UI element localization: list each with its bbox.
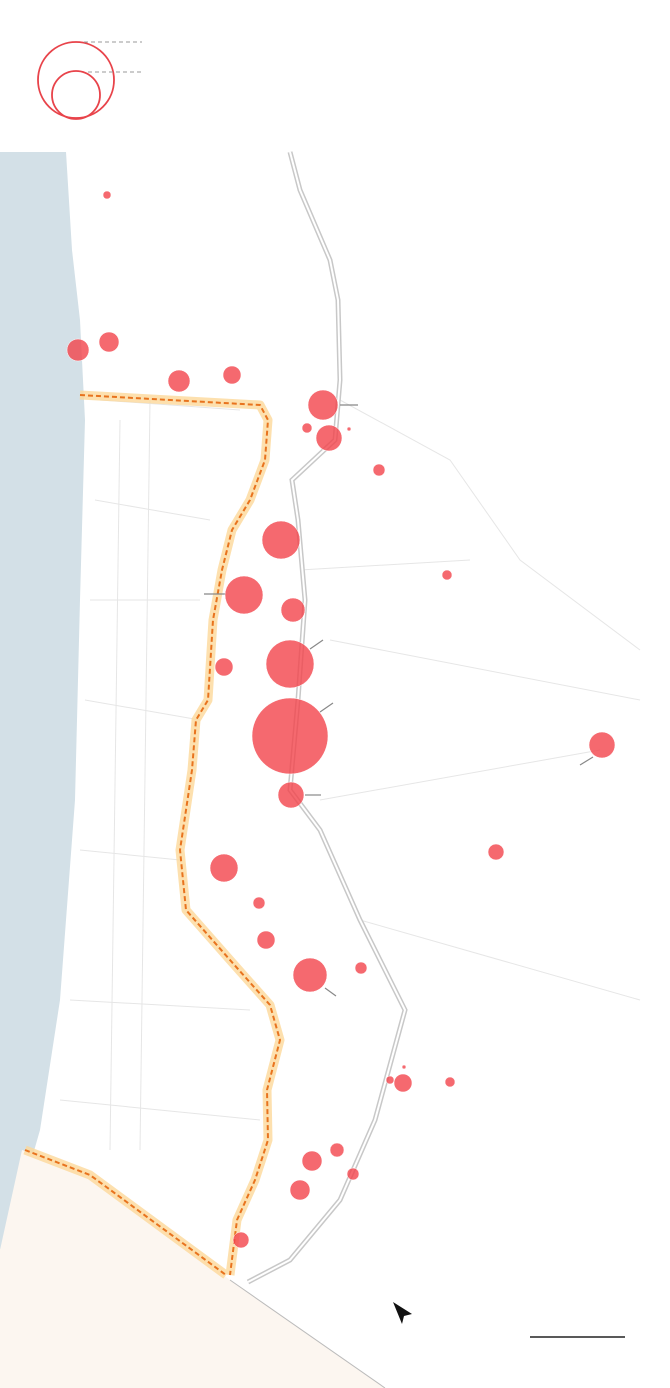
bubble (252, 896, 266, 910)
bubble (393, 1073, 413, 1093)
bubble (214, 657, 234, 677)
bubble (346, 1167, 360, 1181)
basemap (0, 151, 670, 1388)
bubble (444, 1076, 456, 1088)
bubble (261, 520, 301, 560)
bubble (329, 1142, 345, 1158)
bubble (209, 853, 239, 883)
bubble (401, 1064, 407, 1070)
legend (37, 41, 142, 120)
bubbles (66, 190, 616, 1249)
bubble (385, 1075, 395, 1085)
boundary (23, 390, 285, 1279)
bubble (588, 731, 616, 759)
legend-circle-large (37, 41, 115, 119)
leader-line (579, 756, 594, 766)
bubble (167, 369, 191, 393)
bubble (315, 424, 343, 452)
bubble (280, 597, 306, 623)
bubble (354, 961, 368, 975)
bubble (251, 697, 329, 775)
land (0, 152, 670, 1388)
boundary-line (24, 394, 281, 1276)
bubble (222, 365, 242, 385)
bubble (441, 569, 453, 581)
leader-line (319, 702, 334, 713)
bubble (301, 1150, 323, 1172)
bubble (277, 781, 305, 809)
north-arrow (393, 1302, 412, 1324)
bubble (292, 957, 328, 993)
bubble (102, 190, 112, 200)
bubble (66, 338, 90, 362)
border-line (229, 1279, 386, 1388)
bubble (301, 422, 313, 434)
bubble (487, 843, 505, 861)
bubble (372, 463, 386, 477)
bubble (289, 1179, 311, 1201)
streets (59, 399, 641, 1151)
bubble (98, 331, 120, 353)
bubble (232, 1231, 250, 1249)
sea (0, 152, 85, 1250)
leader-lines (204, 404, 594, 997)
bubble (265, 639, 315, 689)
bubble (346, 426, 352, 432)
bubble (256, 930, 276, 950)
leader-line (324, 987, 337, 997)
leader-line (309, 639, 324, 650)
bubble (224, 575, 264, 615)
legend-circle-small (51, 70, 101, 120)
neighbor-territory (0, 1150, 385, 1388)
bubble (307, 389, 339, 421)
